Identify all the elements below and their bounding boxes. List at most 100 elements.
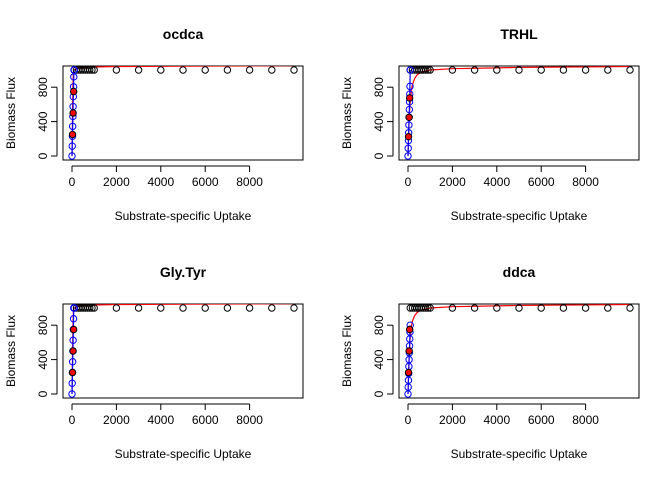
data-point bbox=[604, 304, 612, 312]
data-point bbox=[515, 304, 523, 312]
data-point bbox=[68, 130, 77, 139]
x-axis-label: Substrate-specific Uptake bbox=[451, 447, 588, 461]
data-point bbox=[157, 66, 165, 74]
data-point bbox=[86, 304, 94, 312]
chart-title: ddca bbox=[503, 264, 536, 280]
data-point bbox=[406, 66, 414, 74]
data-point bbox=[69, 347, 77, 355]
y-axis-label: Biomass Flux bbox=[4, 77, 18, 149]
y-tick-label: 800 bbox=[372, 315, 386, 335]
data-point bbox=[426, 66, 434, 74]
data-point bbox=[70, 66, 78, 74]
data-point bbox=[90, 66, 98, 74]
x-tick-label: 6000 bbox=[528, 413, 555, 427]
data-point bbox=[626, 304, 634, 312]
x-axis-label: Substrate-specific Uptake bbox=[115, 209, 252, 223]
data-point bbox=[581, 304, 590, 312]
data-point bbox=[201, 304, 209, 312]
data-point bbox=[68, 122, 77, 131]
plot-frame bbox=[62, 303, 304, 399]
data-point bbox=[68, 152, 76, 160]
y-tick-label: 0 bbox=[372, 390, 386, 397]
series-line-4 bbox=[407, 304, 631, 395]
x-tick-label: 8000 bbox=[236, 413, 263, 427]
data-point bbox=[404, 132, 413, 141]
data-point bbox=[68, 142, 76, 150]
data-point bbox=[223, 304, 232, 312]
data-point bbox=[424, 304, 432, 312]
data-point bbox=[90, 304, 98, 312]
data-point bbox=[405, 325, 414, 334]
data-point bbox=[405, 105, 414, 114]
data-point bbox=[88, 66, 96, 74]
plot-area bbox=[407, 66, 631, 157]
data-point bbox=[157, 304, 165, 312]
data-point bbox=[86, 66, 94, 74]
data-point bbox=[69, 109, 77, 117]
x-tick-label: 4000 bbox=[483, 413, 510, 427]
data-point bbox=[290, 304, 298, 312]
series-line-4 bbox=[71, 66, 295, 157]
x-tick-label: 4000 bbox=[147, 413, 174, 427]
y-tick-label: 0 bbox=[36, 152, 50, 159]
data-point bbox=[448, 66, 457, 74]
data-point bbox=[470, 304, 479, 312]
y-tick-label: 0 bbox=[372, 152, 386, 159]
data-point bbox=[404, 144, 412, 152]
y-tick-label: 0 bbox=[36, 390, 50, 397]
plot-area bbox=[407, 304, 631, 395]
x-tick-label: 8000 bbox=[572, 413, 599, 427]
data-point bbox=[112, 304, 121, 312]
y-tick-label: 800 bbox=[36, 315, 50, 335]
data-point bbox=[626, 66, 634, 74]
data-point bbox=[537, 66, 545, 74]
data-point bbox=[179, 66, 187, 74]
data-point bbox=[290, 66, 298, 74]
data-point bbox=[405, 121, 413, 129]
data-point bbox=[422, 304, 430, 312]
data-point bbox=[493, 66, 501, 74]
data-point bbox=[537, 304, 545, 312]
data-point bbox=[404, 152, 412, 160]
x-tick-label: 6000 bbox=[192, 175, 219, 189]
data-point bbox=[69, 315, 78, 323]
data-point bbox=[422, 66, 430, 74]
x-tick-label: 8000 bbox=[236, 175, 263, 189]
x-tick-label: 4000 bbox=[483, 175, 510, 189]
data-point bbox=[245, 304, 254, 312]
x-tick-label: 0 bbox=[405, 175, 412, 189]
chart-title: TRHL bbox=[500, 26, 538, 42]
x-axis-label: Substrate-specific Uptake bbox=[451, 209, 588, 223]
plot-frame bbox=[398, 65, 640, 161]
data-point bbox=[424, 66, 432, 74]
x-tick-label: 6000 bbox=[192, 413, 219, 427]
plot-frame bbox=[398, 303, 640, 399]
x-tick-label: 2000 bbox=[439, 413, 466, 427]
y-tick-label: 800 bbox=[36, 77, 50, 97]
data-point bbox=[268, 66, 276, 74]
plot-frame bbox=[62, 65, 304, 161]
y-axis-label: Biomass Flux bbox=[340, 77, 354, 149]
data-point bbox=[68, 379, 76, 387]
series-line-4 bbox=[407, 66, 631, 157]
data-point bbox=[559, 66, 568, 74]
data-point bbox=[223, 66, 232, 74]
data-point bbox=[88, 304, 96, 312]
data-point bbox=[268, 304, 276, 312]
data-point bbox=[69, 336, 77, 344]
data-point bbox=[470, 66, 479, 74]
data-point bbox=[70, 304, 78, 312]
data-point bbox=[405, 347, 413, 355]
plot-area bbox=[71, 66, 295, 157]
x-tick-label: 0 bbox=[405, 413, 412, 427]
x-tick-label: 0 bbox=[69, 175, 76, 189]
y-tick-label: 400 bbox=[36, 111, 50, 131]
x-tick-label: 2000 bbox=[439, 175, 466, 189]
y-tick-label: 800 bbox=[372, 77, 386, 97]
data-point bbox=[201, 66, 209, 74]
data-point bbox=[406, 82, 414, 91]
